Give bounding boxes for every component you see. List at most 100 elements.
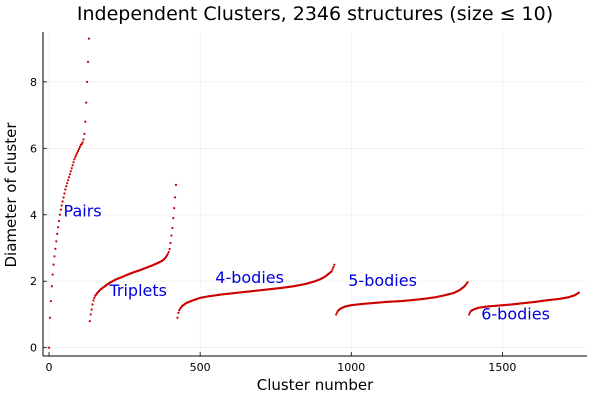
y-axis-label: Diameter of cluster (2, 122, 20, 268)
x-tick-label: 0 (46, 361, 53, 374)
data-point (84, 120, 87, 123)
data-point (88, 320, 91, 323)
data-point (331, 268, 334, 271)
data-point (335, 313, 338, 316)
data-point (90, 308, 93, 311)
data-point (330, 270, 333, 273)
data-point (466, 281, 469, 284)
data-point (68, 173, 71, 176)
data-point (93, 296, 96, 299)
data-point (66, 182, 69, 185)
data-point (92, 299, 95, 302)
data-point (67, 176, 71, 179)
y-tick-label: 0 (30, 342, 37, 355)
data-point (176, 316, 179, 319)
data-point (174, 183, 178, 186)
series-4-points (335, 281, 469, 316)
data-point (167, 250, 170, 254)
data-point (333, 263, 336, 266)
data-point (172, 216, 175, 220)
x-tick-label: 1000 (337, 361, 365, 374)
data-point (60, 204, 63, 207)
y-tick-label: 6 (30, 142, 37, 155)
series-3-points (176, 263, 336, 319)
data-point (169, 241, 172, 245)
data-point (82, 138, 85, 141)
data-point (78, 145, 81, 149)
data-point (335, 311, 339, 314)
x-axis-label: Cluster number (257, 376, 374, 394)
data-point (76, 151, 79, 155)
data-point (48, 316, 52, 319)
data-point (81, 141, 84, 144)
y-tick-labels: 0 2 4 6 8 (30, 76, 37, 355)
data-point (64, 188, 67, 191)
data-point (86, 60, 90, 64)
series-5-points (468, 291, 580, 316)
data-point (61, 200, 64, 203)
data-point (76, 149, 80, 153)
data-point (73, 158, 76, 161)
data-point (168, 247, 171, 251)
data-point (63, 192, 66, 195)
data-point (57, 226, 60, 229)
data-point (91, 303, 94, 306)
data-point (66, 179, 70, 182)
annotations: Pairs Triplets 4-bodies 5-bodies 6-bodies (64, 201, 550, 323)
data-point (577, 291, 580, 294)
series-1-points (47, 37, 91, 349)
data-point (177, 311, 180, 314)
data-points (47, 37, 580, 349)
data-point (77, 147, 81, 151)
x-tick-label: 500 (190, 361, 211, 374)
data-point (468, 313, 471, 316)
chart-title: Independent Clusters, 2346 structures (s… (77, 3, 553, 25)
data-point (50, 285, 53, 288)
data-point (80, 142, 83, 146)
x-tick-label: 1500 (488, 361, 516, 374)
data-point (55, 240, 58, 243)
annotation-label: Pairs (64, 201, 102, 220)
data-point (57, 219, 61, 223)
annotation-label: 6-bodies (481, 304, 550, 323)
data-point (52, 263, 55, 266)
data-point (178, 309, 181, 312)
data-point (75, 153, 78, 157)
x-tick-labels: 0 500 1000 1500 (46, 361, 517, 374)
data-point (171, 226, 174, 230)
data-point (58, 213, 62, 216)
data-point (59, 208, 62, 211)
data-point (332, 266, 335, 269)
data-point (85, 101, 88, 104)
data-point (54, 247, 57, 250)
data-point (65, 185, 68, 188)
data-point (62, 196, 65, 199)
y-tick-label: 2 (30, 275, 37, 288)
data-point (173, 196, 177, 199)
data-point (51, 273, 54, 276)
data-point (53, 255, 56, 258)
data-point (89, 313, 92, 316)
data-point (83, 132, 86, 136)
annotation-label: 4-bodies (215, 268, 284, 287)
data-point (69, 170, 72, 173)
data-point (47, 346, 51, 349)
data-point (70, 167, 73, 170)
data-point (72, 161, 75, 164)
y-tick-label: 8 (30, 76, 37, 89)
data-point (87, 37, 91, 40)
data-point (74, 155, 77, 159)
data-point (56, 232, 59, 235)
series-2-points (88, 183, 178, 323)
data-point (173, 207, 176, 210)
data-point (86, 80, 89, 83)
data-point (170, 234, 173, 237)
axes (42, 32, 587, 357)
y-tick-label: 4 (30, 209, 37, 222)
data-point (49, 300, 52, 303)
data-point (71, 164, 74, 167)
annotation-label: Triplets (108, 281, 167, 300)
annotation-label: 5-bodies (348, 271, 417, 290)
